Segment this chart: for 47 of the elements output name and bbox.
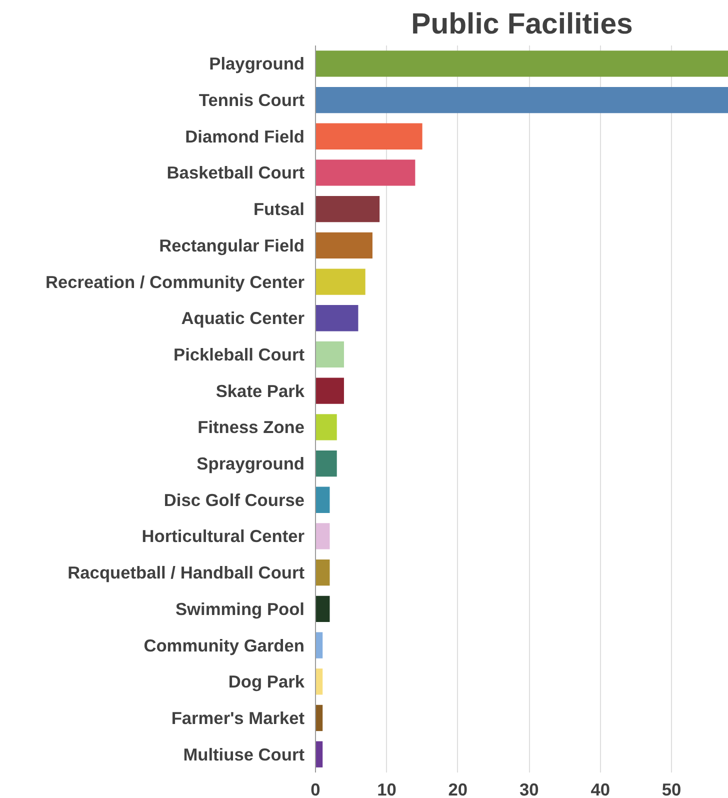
y-tick-label: Disc Golf Course bbox=[164, 490, 305, 510]
y-tick-label: Racquetball / Handball Court bbox=[68, 562, 305, 583]
y-tick-label: Diamond Field bbox=[185, 126, 305, 146]
x-tick-label: 40 bbox=[590, 780, 610, 798]
y-tick-label: Rectangular Field bbox=[159, 235, 305, 256]
bar bbox=[316, 305, 358, 332]
y-tick-label: Horticultural Center bbox=[142, 526, 305, 546]
bar bbox=[316, 86, 728, 114]
bar bbox=[316, 341, 344, 368]
bar bbox=[316, 632, 323, 658]
bar bbox=[316, 596, 330, 622]
bar bbox=[316, 50, 728, 77]
bar bbox=[316, 414, 337, 440]
bar bbox=[316, 704, 323, 732]
y-tick-label: Basketball Court bbox=[166, 162, 305, 183]
bar bbox=[316, 196, 380, 222]
bar bbox=[316, 668, 323, 695]
bar bbox=[316, 559, 330, 586]
y-tick-label: Community Garden bbox=[144, 635, 305, 656]
x-tick-label: 20 bbox=[448, 780, 468, 798]
y-tick-label: Fitness Zone bbox=[198, 417, 305, 438]
bar bbox=[316, 123, 422, 150]
y-tick-label: Sprayground bbox=[196, 454, 304, 474]
bar bbox=[316, 232, 372, 259]
bar bbox=[316, 523, 330, 550]
bar bbox=[316, 160, 416, 186]
x-tick-label: 50 bbox=[662, 780, 682, 798]
y-tick-label: Recreation / Community Center bbox=[45, 272, 305, 292]
y-tick-label: Futsal bbox=[253, 199, 305, 220]
x-tick-label: 30 bbox=[519, 780, 539, 798]
y-tick-label: Pickleball Court bbox=[174, 344, 305, 364]
y-tick-label: Multiuse Court bbox=[183, 744, 305, 764]
bar bbox=[316, 741, 323, 768]
bar bbox=[316, 268, 366, 295]
x-tick-label: 10 bbox=[377, 780, 396, 798]
bar bbox=[316, 378, 344, 404]
chart-title: Public Facilities bbox=[411, 8, 633, 40]
y-tick-label: Farmer's Market bbox=[171, 708, 305, 728]
y-tick-label: Playground bbox=[209, 54, 305, 74]
bar bbox=[316, 450, 337, 477]
y-tick-label: Swimming Pool bbox=[175, 598, 305, 619]
y-tick-label: Tennis Court bbox=[198, 90, 305, 110]
y-tick-label: Dog Park bbox=[228, 672, 305, 692]
bar bbox=[316, 486, 330, 513]
y-tick-label: Skate Park bbox=[216, 380, 305, 401]
y-tick-label: Aquatic Center bbox=[181, 308, 305, 328]
x-tick-label: 0 bbox=[310, 780, 320, 798]
